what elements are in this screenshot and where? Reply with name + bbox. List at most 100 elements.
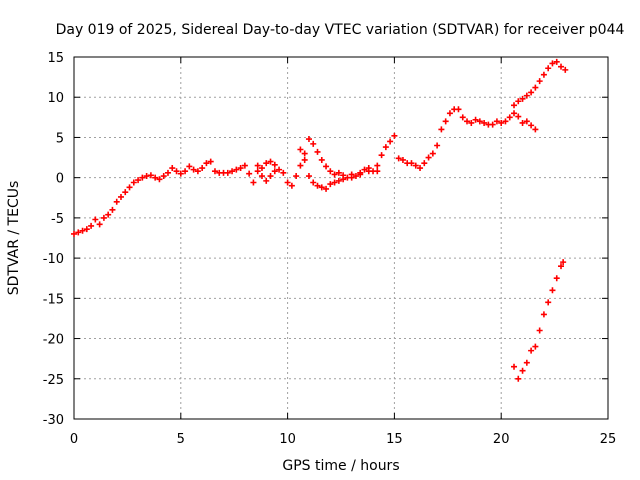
data-point bbox=[536, 327, 543, 334]
data-point bbox=[476, 118, 483, 125]
data-point bbox=[71, 230, 77, 237]
data-point bbox=[357, 171, 364, 178]
data-point bbox=[395, 155, 402, 162]
data-point bbox=[408, 160, 415, 167]
data-point bbox=[254, 162, 261, 169]
data-point bbox=[271, 161, 278, 168]
data-point bbox=[113, 198, 120, 205]
x-tick-label: 0 bbox=[70, 432, 78, 447]
data-point bbox=[511, 363, 518, 370]
data-point bbox=[528, 89, 535, 96]
data-point bbox=[417, 165, 424, 172]
data-points bbox=[71, 58, 569, 382]
data-point bbox=[412, 162, 419, 169]
data-point bbox=[365, 165, 372, 172]
data-point bbox=[481, 119, 488, 126]
data-point bbox=[224, 169, 231, 176]
y-tick-label: -15 bbox=[43, 292, 64, 307]
data-point bbox=[549, 60, 556, 67]
data-point bbox=[122, 189, 129, 196]
data-point bbox=[194, 168, 201, 175]
data-point bbox=[109, 206, 116, 213]
data-point bbox=[241, 162, 248, 169]
data-point bbox=[310, 140, 317, 147]
data-point bbox=[553, 275, 560, 282]
data-point bbox=[391, 132, 398, 139]
data-point bbox=[545, 65, 552, 72]
data-point bbox=[318, 184, 325, 191]
data-point bbox=[560, 259, 567, 266]
data-point bbox=[506, 114, 513, 121]
chart-title: Day 019 of 2025, Sidereal Day-to-day VTE… bbox=[56, 22, 625, 38]
data-point bbox=[382, 144, 389, 151]
data-point bbox=[182, 168, 189, 175]
data-point bbox=[562, 66, 569, 73]
x-tick-label: 10 bbox=[279, 432, 296, 447]
data-point bbox=[459, 114, 466, 121]
data-point bbox=[92, 216, 99, 223]
data-point bbox=[164, 169, 171, 176]
data-point bbox=[523, 92, 530, 99]
data-point bbox=[523, 118, 530, 125]
data-point bbox=[489, 121, 496, 128]
data-point bbox=[177, 170, 184, 177]
data-point bbox=[293, 173, 300, 180]
data-point bbox=[203, 160, 210, 167]
data-point bbox=[446, 110, 453, 117]
data-point bbox=[532, 343, 539, 350]
data-point bbox=[558, 263, 565, 270]
data-point bbox=[152, 174, 159, 181]
data-point bbox=[558, 63, 565, 70]
data-point bbox=[442, 118, 449, 125]
data-point bbox=[361, 166, 368, 173]
data-point bbox=[425, 154, 432, 161]
x-tick-label: 25 bbox=[600, 432, 617, 447]
data-point bbox=[532, 126, 539, 133]
data-point bbox=[528, 347, 535, 354]
y-tick-label: -25 bbox=[43, 373, 64, 388]
data-point bbox=[79, 227, 86, 234]
data-point bbox=[540, 311, 547, 318]
data-point bbox=[301, 156, 308, 163]
data-point bbox=[335, 177, 342, 184]
data-point bbox=[135, 177, 142, 184]
data-point bbox=[207, 158, 214, 165]
data-point bbox=[130, 179, 137, 186]
data-point bbox=[297, 146, 304, 153]
y-axis-label: SDTVAR / TECUs bbox=[6, 181, 22, 296]
data-point bbox=[237, 165, 244, 172]
x-tick-label: 15 bbox=[386, 432, 403, 447]
data-point bbox=[331, 179, 338, 186]
data-point bbox=[540, 71, 547, 78]
data-point bbox=[374, 162, 381, 169]
data-point bbox=[519, 119, 526, 126]
data-point bbox=[96, 221, 103, 228]
data-point bbox=[156, 176, 163, 183]
data-point bbox=[429, 150, 436, 157]
data-point bbox=[515, 98, 522, 105]
data-point bbox=[233, 166, 240, 173]
data-point bbox=[105, 211, 112, 218]
data-point bbox=[254, 168, 261, 175]
data-point bbox=[348, 171, 355, 178]
x-axis-label: GPS time / hours bbox=[282, 458, 399, 474]
data-point bbox=[143, 173, 150, 180]
data-point bbox=[211, 168, 218, 175]
y-tick-label: -5 bbox=[51, 212, 64, 227]
data-point bbox=[263, 177, 270, 184]
data-point bbox=[399, 156, 406, 163]
data-point bbox=[335, 169, 342, 176]
data-point bbox=[258, 173, 265, 180]
data-point bbox=[493, 118, 500, 125]
data-point bbox=[199, 165, 206, 172]
data-point bbox=[472, 116, 479, 123]
data-point bbox=[327, 181, 334, 188]
data-point bbox=[305, 136, 312, 143]
data-point bbox=[288, 182, 295, 189]
data-point bbox=[246, 170, 253, 177]
data-point bbox=[536, 78, 543, 85]
y-tick-label: -20 bbox=[43, 333, 64, 348]
data-point bbox=[88, 222, 95, 229]
data-point bbox=[267, 173, 274, 180]
data-point bbox=[83, 226, 90, 233]
